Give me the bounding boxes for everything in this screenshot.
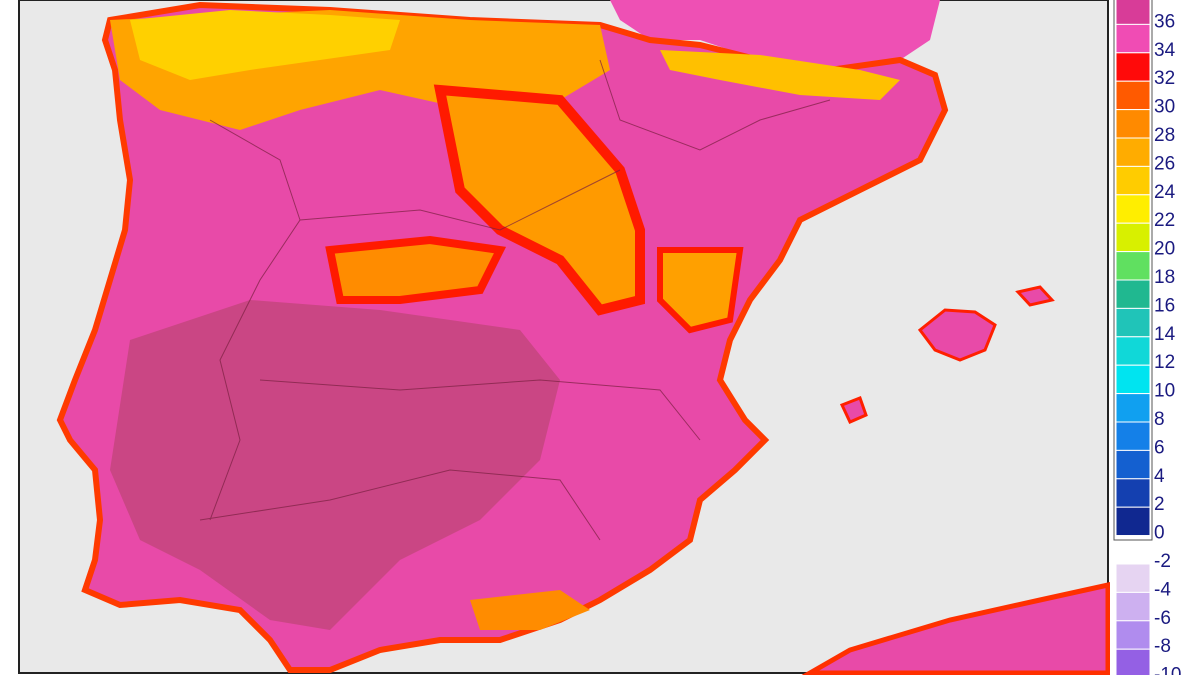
- central-system: [325, 235, 507, 304]
- legend-swatch: [1115, 279, 1151, 309]
- legend-swatch: [1115, 620, 1151, 650]
- legend-swatch: [1115, 336, 1151, 366]
- north-cooler: [130, 10, 400, 80]
- legend-swatch: [1115, 109, 1151, 139]
- legend-label: 26: [1154, 153, 1175, 174]
- menorca: [1015, 285, 1055, 307]
- legend-label: 20: [1154, 239, 1175, 260]
- legend-label: 0: [1154, 523, 1165, 544]
- legend-swatch: [1115, 222, 1151, 253]
- legend-swatch: [1115, 393, 1151, 423]
- legend-label: -10: [1154, 665, 1181, 675]
- mallorca: [917, 308, 997, 362]
- north-africa: [801, 581, 1111, 675]
- legend-swatch: [1115, 194, 1151, 224]
- legend-label: 18: [1154, 267, 1175, 288]
- east-range: [657, 247, 744, 334]
- legend-swatch: [1115, 506, 1151, 537]
- legend-label: 36: [1154, 11, 1175, 32]
- legend-label: 30: [1154, 97, 1175, 118]
- legend-swatch: [1115, 23, 1151, 54]
- legend-swatch: [1115, 307, 1151, 338]
- france: [610, 0, 940, 70]
- legend-swatch: [1115, 137, 1151, 167]
- legend-swatch: [1115, 563, 1151, 593]
- legend-swatch: [1115, 421, 1151, 451]
- legend-label: 14: [1154, 324, 1176, 345]
- sierra-nevada: [470, 590, 590, 630]
- legend-swatch: [1115, 449, 1151, 480]
- legend-swatch: [1115, 0, 1151, 25]
- legend-swatch: [1115, 364, 1151, 395]
- legend-swatch: [1115, 251, 1151, 281]
- legend-swatch: [1115, 165, 1151, 196]
- legend-label: 12: [1154, 352, 1175, 373]
- legend-label: 22: [1154, 210, 1175, 231]
- legend-frame: [1113, 0, 1153, 541]
- legend-label: -2: [1154, 551, 1171, 572]
- legend-label: 4: [1154, 466, 1165, 487]
- legend-label: 2: [1154, 494, 1165, 515]
- legend-label: 6: [1154, 437, 1165, 458]
- legend-label: 24: [1154, 182, 1176, 203]
- legend-label: 16: [1154, 295, 1175, 316]
- ibiza: [839, 396, 868, 424]
- legend-label: -8: [1154, 636, 1171, 657]
- legend-swatch: [1115, 591, 1151, 622]
- borders: [199, 59, 831, 541]
- hot-region: [110, 300, 560, 630]
- legend-swatch: [1115, 52, 1151, 82]
- legend-label: -6: [1154, 608, 1171, 629]
- legend-swatch: [1115, 478, 1151, 508]
- legend-label: 8: [1154, 409, 1165, 430]
- legend-label: 10: [1154, 381, 1175, 402]
- iberian-range: [433, 84, 645, 316]
- legend-label: 34: [1154, 40, 1176, 61]
- legend-label: 28: [1154, 125, 1175, 146]
- pyrenees: [660, 50, 900, 100]
- legend-swatch: [1115, 648, 1151, 675]
- legend-label: 32: [1154, 68, 1175, 89]
- legend-swatch: [1115, 80, 1151, 111]
- legend-label: 38: [1154, 0, 1175, 4]
- legend-label: -4: [1154, 579, 1171, 600]
